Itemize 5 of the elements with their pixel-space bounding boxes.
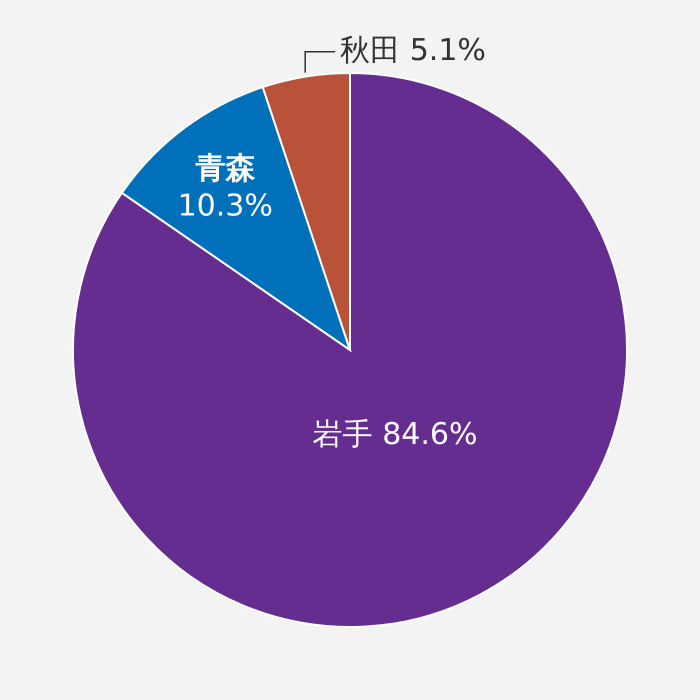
slice-label: 岩手 84.6%	[312, 417, 478, 452]
slice-label: 青森	[194, 150, 256, 186]
data-label: 10.3%	[178, 188, 273, 224]
pie-slice	[72, 72, 628, 628]
slice-label: 秋田 5.1%	[340, 33, 486, 68]
